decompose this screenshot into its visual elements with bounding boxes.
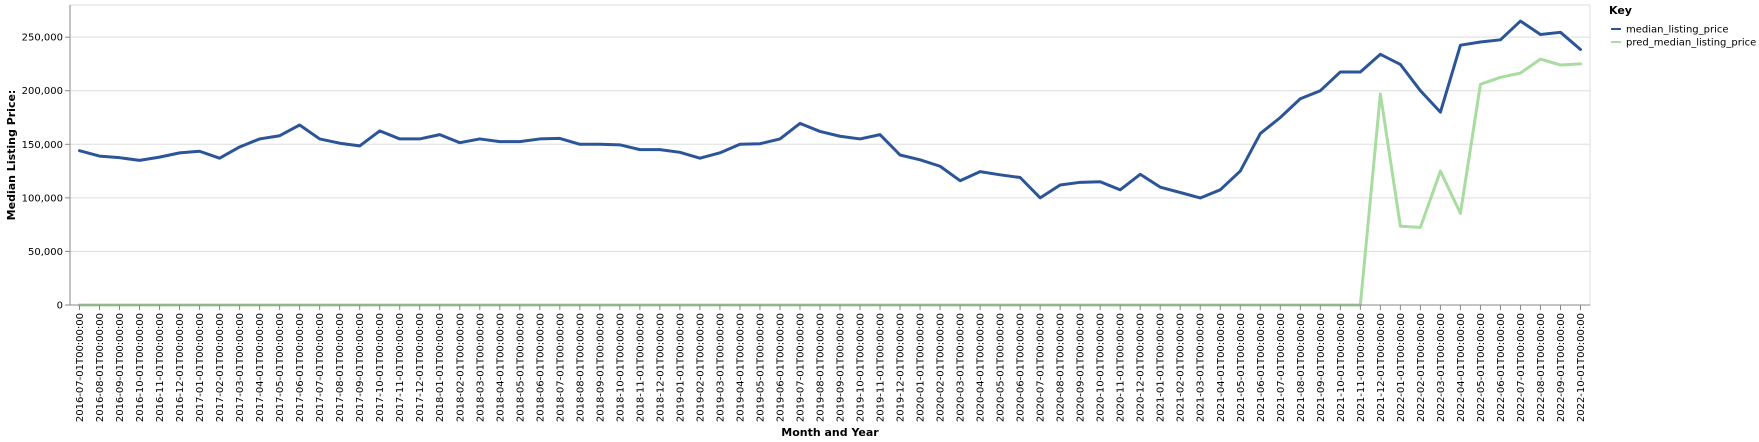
x-tick-label: 2017-01-01T00:00:00: [195, 313, 206, 422]
x-tick-label: 2018-05-01T00:00:00: [515, 313, 526, 422]
x-tick-label: 2018-07-01T00:00:00: [555, 313, 566, 422]
y-tick-label: 150,000: [22, 140, 63, 151]
x-tick-label: 2018-12-01T00:00:00: [655, 313, 666, 422]
x-tick-label: 2021-05-01T00:00:00: [1236, 313, 1247, 422]
x-tick-label: 2018-10-01T00:00:00: [615, 313, 626, 422]
x-tick-label: 2017-12-01T00:00:00: [415, 313, 426, 422]
x-tick-label: 2020-04-01T00:00:00: [976, 313, 987, 422]
x-tick-label: 2017-02-01T00:00:00: [215, 313, 226, 422]
x-tick-label: 2019-10-01T00:00:00: [856, 313, 867, 422]
x-tick-label: 2022-08-01T00:00:00: [1536, 313, 1547, 422]
legend-item: pred_median_listing_price: [1611, 38, 1756, 49]
x-tick-label: 2021-10-01T00:00:00: [1336, 313, 1347, 422]
x-tick-label: 2019-08-01T00:00:00: [815, 313, 826, 422]
x-tick-label: 2021-03-01T00:00:00: [1196, 313, 1207, 422]
x-tick-label: 2018-03-01T00:00:00: [475, 313, 486, 422]
x-tick-label: 2018-01-01T00:00:00: [435, 313, 446, 422]
x-tick-label: 2016-10-01T00:00:00: [135, 313, 146, 422]
x-tick-label: 2017-11-01T00:00:00: [395, 313, 406, 422]
x-tick-label: 2019-09-01T00:00:00: [836, 313, 847, 422]
x-tick-label: 2017-05-01T00:00:00: [275, 313, 286, 422]
x-tick-label: 2020-10-01T00:00:00: [1096, 313, 1107, 422]
x-tick-label: 2022-05-01T00:00:00: [1476, 313, 1487, 422]
legend-item: median_listing_price: [1611, 25, 1729, 36]
x-tick-label: 2020-12-01T00:00:00: [1136, 313, 1147, 422]
x-tick-label: 2018-08-01T00:00:00: [575, 313, 586, 422]
x-tick-label: 2020-08-01T00:00:00: [1056, 313, 1067, 422]
x-tick-label: 2021-09-01T00:00:00: [1316, 313, 1327, 422]
x-tick-label: 2019-02-01T00:00:00: [695, 313, 706, 422]
x-tick-label: 2016-09-01T00:00:00: [115, 313, 126, 422]
x-tick-label: 2017-03-01T00:00:00: [235, 313, 246, 422]
y-tick-label: 100,000: [22, 193, 63, 204]
x-tick-label: 2018-09-01T00:00:00: [595, 313, 606, 422]
x-tick-label: 2019-06-01T00:00:00: [775, 313, 786, 422]
x-tick-label: 2022-10-01T00:00:00: [1576, 313, 1587, 422]
x-tick-label: 2018-06-01T00:00:00: [535, 313, 546, 422]
x-tick-label: 2019-04-01T00:00:00: [735, 313, 746, 422]
x-tick-label: 2020-01-01T00:00:00: [916, 313, 927, 422]
x-tick-label: 2016-08-01T00:00:00: [95, 313, 106, 422]
x-tick-label: 2020-07-01T00:00:00: [1036, 313, 1047, 422]
x-tick-label: 2021-01-01T00:00:00: [1156, 313, 1167, 422]
x-tick-label: 2017-06-01T00:00:00: [295, 313, 306, 422]
x-tick-label: 2022-06-01T00:00:00: [1496, 313, 1507, 422]
y-tick-label: 50,000: [28, 247, 63, 258]
x-tick-label: 2016-07-01T00:00:00: [75, 313, 86, 422]
gridlines: [70, 36, 1590, 252]
y-axis: 0 50,000 100,000 150,000 200,000 250,000: [22, 5, 71, 312]
x-tick-label: 2020-11-01T00:00:00: [1116, 313, 1127, 422]
y-axis-title: Median Listing Price:: [5, 90, 18, 221]
x-tick-label: 2017-09-01T00:00:00: [355, 313, 366, 422]
legend-label: median_listing_price: [1626, 25, 1729, 36]
x-tick-label: 2017-07-01T00:00:00: [315, 313, 326, 422]
x-tick-label: 2017-10-01T00:00:00: [375, 313, 386, 422]
y-tick-label: 200,000: [22, 86, 63, 97]
x-tick-label: 2020-03-01T00:00:00: [956, 313, 967, 422]
x-tick-label: 2018-04-01T00:00:00: [495, 313, 506, 422]
legend-title: Key: [1609, 4, 1632, 17]
x-tick-label: 2020-05-01T00:00:00: [996, 313, 1007, 422]
x-tick-label: 2019-12-01T00:00:00: [896, 313, 907, 422]
x-tick-label: 2022-02-01T00:00:00: [1416, 313, 1427, 422]
series-line-median-listing-price: [78, 19, 1582, 200]
legend: Key median_listing_price pred_median_list…: [1609, 4, 1756, 49]
x-tick-label: 2019-01-01T00:00:00: [675, 313, 686, 422]
x-tick-label: 2022-09-01T00:00:00: [1556, 313, 1567, 422]
x-tick-label: 2020-02-01T00:00:00: [936, 313, 947, 422]
x-tick-label: 2022-03-01T00:00:00: [1436, 313, 1447, 422]
x-tick-label: 2021-08-01T00:00:00: [1296, 313, 1307, 422]
x-tick-label: 2022-04-01T00:00:00: [1456, 313, 1467, 422]
x-tick-label: 2019-11-01T00:00:00: [876, 313, 887, 422]
x-tick-label: 2021-04-01T00:00:00: [1216, 313, 1227, 422]
x-tick-label: 2018-11-01T00:00:00: [635, 313, 646, 422]
y-tick-label: 0: [57, 301, 63, 312]
y-tick-label: 250,000: [22, 33, 63, 44]
x-tick-label: 2021-02-01T00:00:00: [1176, 313, 1187, 422]
legend-label: pred_median_listing_price: [1626, 38, 1756, 49]
x-axis-title: Month and Year: [781, 426, 879, 439]
x-tick-label: 2021-11-01T00:00:00: [1356, 313, 1367, 422]
x-tick-label: 2020-09-01T00:00:00: [1076, 313, 1087, 422]
x-tick-label: 2019-03-01T00:00:00: [715, 313, 726, 422]
plot-frame: [69, 4, 1591, 306]
x-tick-label: 2022-01-01T00:00:00: [1396, 313, 1407, 422]
series-line-pred-median-listing-price: [78, 57, 1582, 307]
x-tick-label: 2016-12-01T00:00:00: [175, 313, 186, 422]
x-tick-label: 2017-08-01T00:00:00: [335, 313, 346, 422]
x-tick-label: 2020-06-01T00:00:00: [1016, 313, 1027, 422]
x-tick-label: 2018-02-01T00:00:00: [455, 313, 466, 422]
series-lines: [78, 19, 1582, 307]
x-tick-label: 2017-04-01T00:00:00: [255, 313, 266, 422]
x-tick-label: 2019-05-01T00:00:00: [755, 313, 766, 422]
x-tick-label: 2021-12-01T00:00:00: [1376, 313, 1387, 422]
x-axis: 2016-07-01T00:00:00 2016-08-01T00:00:00 20…: [70, 304, 1590, 422]
x-tick-label: 2016-11-01T00:00:00: [155, 313, 166, 422]
x-tick-label: 2021-07-01T00:00:00: [1276, 313, 1287, 422]
x-tick-label: 2019-07-01T00:00:00: [795, 313, 806, 422]
x-tick-label: 2021-06-01T00:00:00: [1256, 313, 1267, 422]
x-tick-label: 2022-07-01T00:00:00: [1516, 313, 1527, 422]
